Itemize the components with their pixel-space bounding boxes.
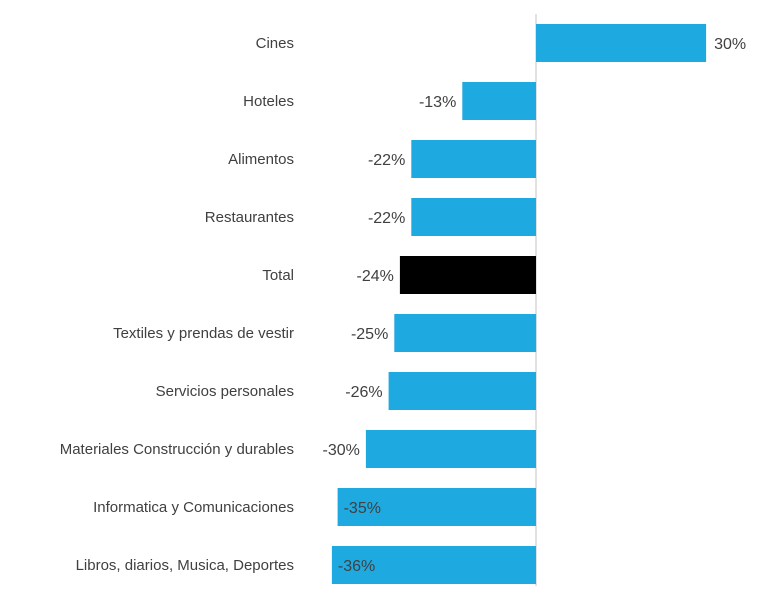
- bar: [388, 372, 536, 410]
- value-label: -13%: [419, 94, 456, 111]
- category-label: Libros, diarios, Musica, Deportes: [76, 557, 294, 574]
- bar: [536, 24, 707, 62]
- bar: [337, 488, 536, 526]
- value-label: -22%: [368, 210, 405, 227]
- category-label: Informatica y Comunicaciones: [93, 499, 294, 516]
- value-label: -30%: [323, 442, 360, 459]
- value-label: -35%: [344, 500, 381, 517]
- value-label: -24%: [357, 268, 394, 285]
- bar: [331, 546, 536, 584]
- category-label: Materiales Construcción y durables: [60, 441, 294, 458]
- value-label: -25%: [351, 326, 388, 343]
- bar: [394, 314, 537, 352]
- category-label: Alimentos: [228, 151, 294, 168]
- category-label: Hoteles: [243, 93, 294, 110]
- value-label: 30%: [714, 36, 746, 53]
- category-label: Total: [262, 267, 294, 284]
- bar: [411, 140, 536, 178]
- bar: [462, 82, 536, 120]
- value-label: -36%: [338, 558, 375, 575]
- category-label: Restaurantes: [205, 209, 294, 226]
- value-label: -26%: [345, 384, 382, 401]
- category-label: Servicios personales: [156, 383, 294, 400]
- bar-total: [399, 256, 536, 294]
- category-label: Cines: [256, 35, 294, 52]
- value-label: -22%: [368, 152, 405, 169]
- bar: [365, 430, 536, 468]
- bar: [411, 198, 536, 236]
- category-label: Textiles y prendas de vestir: [113, 325, 294, 342]
